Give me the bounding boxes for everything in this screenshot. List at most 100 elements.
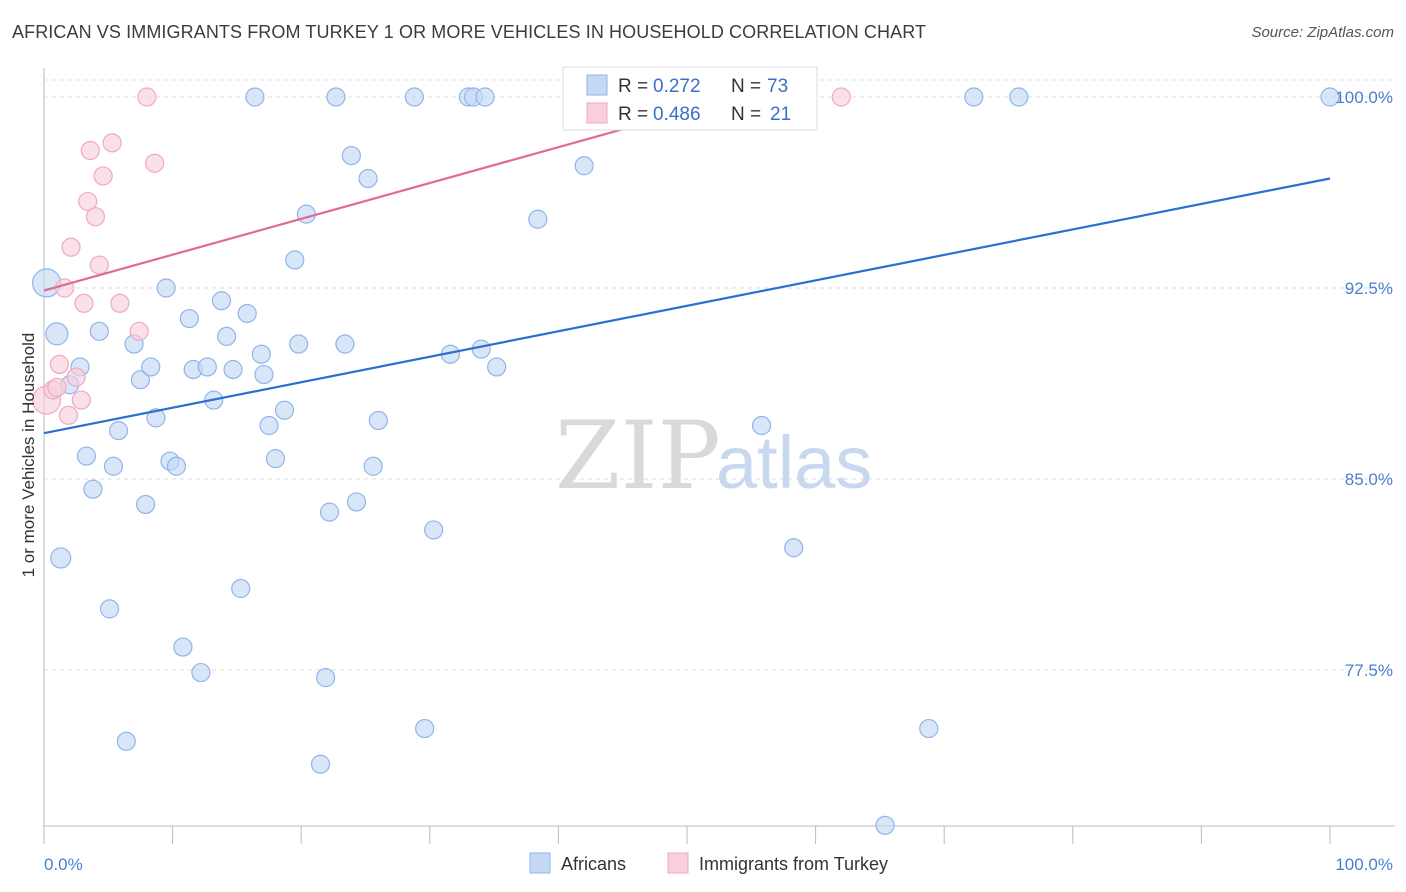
point-africans-58	[487, 357, 507, 377]
point-africans-43	[326, 87, 346, 107]
point-turkey-6	[66, 367, 86, 387]
legend-swatch-africans	[529, 852, 551, 874]
stats-swatch-africans	[586, 74, 608, 96]
point-africans-26	[211, 291, 232, 311]
point-africans-41	[316, 668, 336, 688]
point-africans-28	[223, 359, 243, 380]
point-africans-59	[528, 209, 548, 229]
point-africans-32	[251, 344, 271, 364]
point-africans-14	[135, 494, 156, 515]
y-tick-label-0: 100.0%	[1335, 88, 1393, 107]
point-africans-68	[964, 87, 984, 107]
point-africans-36	[274, 400, 295, 420]
point-africans-19	[166, 456, 187, 476]
point-africans-40	[310, 754, 331, 774]
point-africans-34	[259, 415, 279, 436]
point-africans-11	[116, 731, 136, 751]
point-turkey-20	[47, 377, 67, 397]
point-africans-67	[875, 815, 895, 835]
point-africans-46	[346, 492, 367, 512]
watermark-atlas: atlas	[716, 421, 872, 504]
point-africans-20	[173, 637, 193, 657]
point-turkey-18	[144, 153, 165, 173]
stats-n-label-1: N =	[731, 76, 761, 97]
point-africans-69	[1009, 87, 1029, 107]
point-africans-8	[99, 599, 120, 619]
stats-n-value-1: 73	[767, 76, 788, 97]
point-africans-16	[146, 408, 166, 428]
point-africans-45	[341, 145, 361, 166]
point-africans-33	[254, 364, 274, 385]
legend-swatch-turkey	[667, 852, 689, 874]
trend-line-africans	[43, 177, 1331, 435]
point-africans-70	[1320, 87, 1340, 107]
point-turkey-19	[831, 87, 851, 107]
point-turkey-5	[61, 237, 81, 257]
trend-lines	[43, 95, 1331, 435]
point-africans-7	[89, 321, 109, 341]
watermark-zip: ZIP	[555, 402, 721, 511]
stats-box: R = 0.272 N = 73 R = 0.486 N = 21	[562, 66, 818, 131]
point-africans-50	[404, 87, 424, 107]
stats-n-value-2: 21	[770, 104, 791, 125]
point-africans-6	[83, 479, 103, 499]
point-turkey-3	[54, 278, 75, 298]
legend: Africans Immigrants from Turkey	[529, 852, 888, 874]
point-africans-65	[784, 538, 804, 558]
point-africans-31	[245, 87, 265, 107]
point-turkey-7	[71, 390, 91, 410]
x-tick-label-0: 0.0%	[44, 855, 83, 874]
stats-n-label-2: N =	[731, 104, 761, 125]
x-tick-labels: 0.0% 100.0%	[44, 855, 1393, 874]
point-africans-5	[76, 446, 97, 466]
legend-label-turkey: Immigrants from Turkey	[699, 854, 888, 874]
point-africans-39	[296, 204, 316, 224]
point-africans-1	[45, 322, 69, 346]
point-turkey-11	[85, 207, 106, 227]
point-turkey-4	[58, 405, 79, 425]
stats-swatch-turkey	[586, 102, 608, 124]
point-africans-60	[574, 156, 594, 176]
stats-r-value-1: 0.272	[653, 76, 701, 97]
watermark: ZIP atlas	[555, 402, 872, 511]
point-africans-21	[179, 308, 199, 329]
chart-title: AFRICAN VS IMMIGRANTS FROM TURKEY 1 OR M…	[12, 22, 927, 42]
chart-source: Source: ZipAtlas.com	[1251, 24, 1394, 41]
point-africans-64	[751, 415, 772, 436]
point-africans-13	[130, 370, 151, 390]
point-africans-51	[415, 718, 435, 739]
x-tick-label-1: 100.0%	[1335, 855, 1393, 874]
stats-r-value-2: 0.486	[653, 104, 701, 125]
point-africans-29	[231, 578, 251, 599]
point-africans-10	[108, 421, 129, 441]
point-africans-47	[358, 168, 378, 189]
point-africans-66	[919, 718, 939, 739]
point-africans-49	[368, 410, 388, 431]
point-africans-2	[50, 547, 72, 569]
point-africans-37	[285, 250, 305, 270]
y-tick-label-3: 77.5%	[1345, 661, 1393, 680]
point-turkey-13	[93, 166, 113, 186]
point-africans-48	[363, 456, 383, 476]
point-africans-52	[424, 520, 444, 540]
y-tick-labels: 100.0% 92.5% 85.0% 77.5%	[1335, 88, 1393, 680]
point-africans-17	[156, 278, 176, 298]
point-turkey-2	[49, 354, 70, 374]
stats-r-label-2: R =	[618, 104, 648, 125]
point-turkey-9	[78, 191, 98, 212]
stats-r-label-1: R =	[618, 76, 648, 97]
legend-label-africans: Africans	[561, 854, 626, 874]
axes	[43, 68, 1395, 844]
point-africans-44	[335, 334, 355, 354]
point-turkey-14	[102, 133, 122, 153]
y-axis-label: 1 or more Vehicles in Household	[19, 333, 38, 578]
point-turkey-12	[89, 255, 109, 275]
point-africans-15	[141, 357, 161, 377]
point-turkey-17	[137, 87, 157, 107]
point-africans-23	[191, 662, 211, 683]
point-turkey-16	[129, 321, 149, 341]
point-turkey-8	[74, 293, 94, 313]
point-africans-9	[103, 456, 124, 476]
point-africans-38	[289, 334, 309, 354]
